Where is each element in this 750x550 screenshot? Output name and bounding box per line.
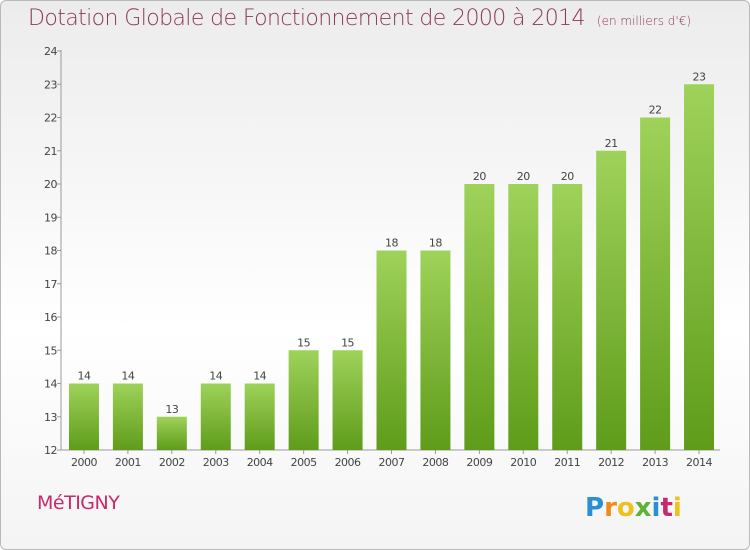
data-label: 22	[649, 104, 662, 117]
bar	[596, 150, 627, 450]
data-label: 21	[605, 137, 618, 150]
x-tick-label: 2012	[598, 456, 624, 469]
svg-text:Proxiti: Proxiti	[585, 493, 682, 523]
x-tick-label: 2003	[203, 456, 229, 469]
chart-title: Dotation Globale de Fonctionnement de 20…	[28, 6, 691, 31]
bar	[200, 383, 231, 450]
y-tick-label: 15	[44, 344, 57, 357]
y-tick-label: 19	[44, 211, 57, 224]
data-label: 20	[473, 170, 486, 183]
bar	[156, 416, 187, 450]
x-tick-label: 2007	[379, 456, 405, 469]
bar	[112, 383, 143, 450]
y-tick-label: 24	[44, 45, 57, 58]
bar	[332, 350, 363, 450]
bar	[464, 184, 495, 450]
bar	[420, 250, 451, 450]
data-label: 18	[385, 237, 398, 250]
y-tick-label: 13	[44, 411, 57, 424]
y-tick-label: 21	[44, 145, 57, 158]
data-label: 23	[693, 70, 706, 83]
bars: 14 14 13 14 14 15 15 18 18 20 20 20 21 22 23	[68, 70, 715, 450]
title-text: Dotation Globale de Fonctionnement de 20…	[28, 6, 586, 31]
x-tick-label: 2002	[159, 456, 185, 469]
y-tick-label: 12	[44, 444, 57, 457]
x-tick-label: 2000	[71, 456, 97, 469]
bar	[684, 84, 715, 450]
data-label: 20	[517, 170, 530, 183]
x-tick-label: 2001	[115, 456, 141, 469]
data-label: 14	[77, 370, 90, 383]
y-tick-label: 18	[44, 245, 57, 258]
proxiti-logo: Proxiti	[585, 493, 682, 523]
x-tick-label: 2009	[466, 456, 492, 469]
unit-subtitle: (en milliers d'€)	[596, 14, 692, 28]
x-tick-label: 2006	[335, 456, 361, 469]
bar	[68, 383, 99, 450]
y-tick-label: 23	[44, 78, 57, 91]
y-tick-label: 20	[44, 178, 57, 191]
y-tick-label: 17	[44, 278, 57, 291]
bar	[508, 184, 539, 450]
y-tick-label: 22	[44, 112, 57, 125]
commune-name: MéTIGNY	[37, 492, 120, 514]
data-label: 20	[561, 170, 574, 183]
x-tick-label: 2010	[510, 456, 536, 469]
data-label: 15	[341, 336, 354, 349]
x-tick-label: 2005	[291, 456, 317, 469]
data-label: 15	[297, 336, 310, 349]
bar	[640, 117, 671, 450]
bar	[552, 184, 583, 450]
y-tick-label: 14	[44, 378, 57, 391]
x-tick-label: 2014	[686, 456, 712, 469]
data-label: 14	[253, 370, 266, 383]
x-tick-label: 2011	[554, 456, 580, 469]
data-label: 18	[429, 237, 442, 250]
x-tick-label: 2008	[422, 456, 448, 469]
y-tick-label: 16	[44, 311, 57, 324]
data-label: 14	[121, 370, 134, 383]
x-tick-label: 2004	[247, 456, 273, 469]
bar	[288, 350, 319, 450]
bar	[244, 383, 275, 450]
x-tick-label: 2013	[642, 456, 668, 469]
data-label: 14	[209, 370, 222, 383]
bar	[376, 250, 407, 450]
data-label: 13	[165, 403, 178, 416]
